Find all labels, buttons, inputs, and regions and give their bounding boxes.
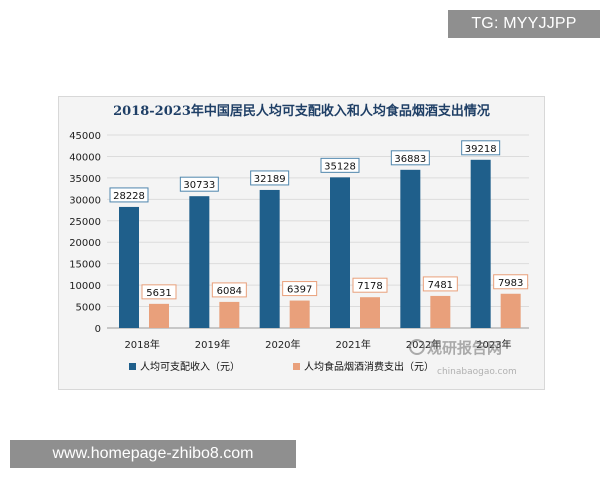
chinabaogao-watermark: 观研报告网 chinabaogao.com [409,339,517,377]
bar-income [470,159,491,328]
bar-chart: 0 5000 10000 15000 20000 25000 30000 35000 40000… [69,131,529,377]
telegram-badge: TG: MYYJJPP [448,10,600,38]
data-label-box-tobacco [282,281,318,297]
data-label-income: 36883 [394,154,426,165]
data-label-tobacco: 5631 [146,288,171,299]
data-label-box-income [390,150,430,166]
legend-swatch-income [129,363,136,370]
legend-label-tobacco: 人均食品烟酒消费支出（元） [304,360,434,373]
x-tick-label: 2023年 [476,338,511,351]
data-label-tobacco: 7178 [357,281,382,292]
y-tick-label: 35000 [69,174,101,185]
chart-card: 2018-2023年中国居民人均可支配收入和人均食品烟酒支出情况 0 5000 10… [58,96,545,390]
data-label-box-income [320,157,360,173]
data-label-box-tobacco [141,284,177,300]
data-label-income: 35128 [324,161,356,172]
x-tick-label: 2021年 [335,338,370,351]
data-label-income: 30733 [183,180,215,191]
data-label-box-tobacco [211,282,247,298]
bar-tobacco [149,303,169,328]
watermark-brand: 观研报告网 [427,339,502,357]
bar-income [189,196,210,328]
bar-income [259,189,280,328]
data-label-income: 32189 [254,174,286,185]
data-label-box-income [179,176,219,192]
data-label-tobacco: 6397 [287,285,312,296]
bar-tobacco [219,301,240,328]
chart-title: 2018-2023年中国居民人均可支配收入和人均食品烟酒支出情况 [113,104,490,119]
x-tick-label: 2020年 [265,338,300,351]
data-label-income: 28228 [113,191,145,202]
data-label-tobacco: 7481 [428,280,453,291]
data-label-income: 39218 [465,144,497,155]
bar-tobacco [500,293,521,328]
x-tick-label: 2018年 [124,338,159,351]
data-label-box-tobacco [352,277,388,293]
bar-income [330,177,350,328]
y-tick-label: 30000 [69,195,101,206]
bar-income [119,206,139,328]
y-tick-label: 25000 [69,217,101,228]
bar-tobacco [360,297,380,328]
data-label-tobacco: 7983 [498,278,523,289]
bar-tobacco [430,295,451,328]
bar-tobacco [289,300,310,328]
y-tick-label: 20000 [69,238,101,249]
bar-income [400,169,421,328]
data-label-box-tobacco [422,276,458,292]
legend-swatch-tobacco [293,363,300,370]
y-tick-label: 5000 [76,303,101,314]
y-tick-label: 40000 [69,152,101,163]
watermark-url: chinabaogao.com [437,367,517,377]
data-label-box-tobacco [493,274,529,290]
data-label-box-income [109,187,149,203]
watermark-logo-icon [409,339,425,355]
x-tick-label: 2019年 [195,338,230,351]
website-badge: www.homepage-zhibo8.com [10,440,296,468]
y-tick-label: 45000 [69,131,101,142]
data-label-tobacco: 6084 [217,286,242,297]
data-label-box-income [461,140,501,156]
legend-label-income: 人均可支配收入（元） [140,360,240,373]
y-tick-label: 10000 [69,281,101,292]
data-label-box-income [250,170,290,186]
y-tick-label: 15000 [69,260,101,271]
y-tick-label: 0 [95,324,101,335]
